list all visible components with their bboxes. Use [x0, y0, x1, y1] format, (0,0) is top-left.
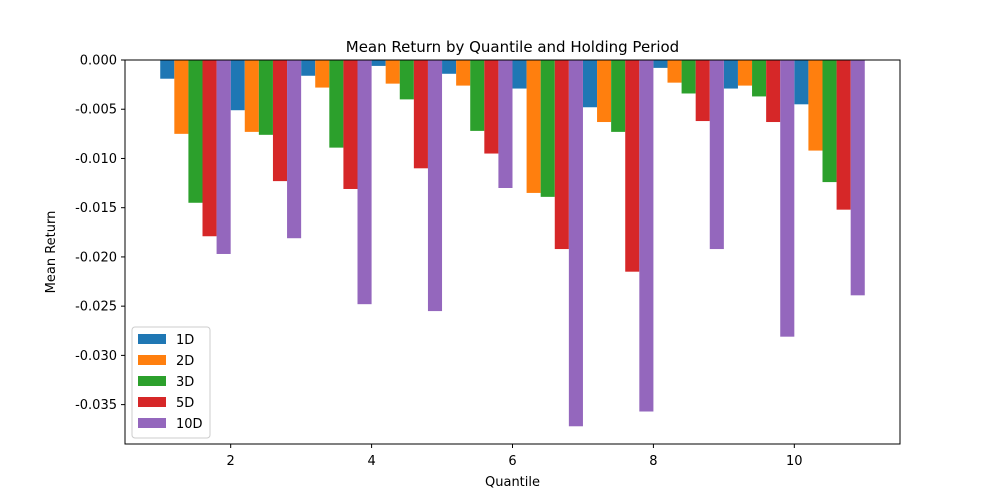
legend-label-3D: 3D	[176, 375, 194, 390]
x-tick-label: 8	[649, 454, 657, 469]
bar-2D-q5	[456, 60, 471, 86]
legend-swatch-3D	[138, 376, 166, 386]
bar-1D-q1	[160, 60, 175, 79]
bar-3D-q4	[399, 60, 414, 100]
bar-2D-q4	[385, 60, 400, 84]
legend: 1D 2D 3D 5D 10D	[131, 326, 211, 439]
legend-swatch-10D	[138, 418, 166, 428]
legend-label-5D: 5D	[176, 396, 194, 411]
bar-5D-q7	[625, 60, 640, 272]
bar-3D-q3	[329, 60, 344, 148]
y-tick-label: -0.010	[75, 152, 117, 167]
bar-2D-q2	[244, 60, 259, 132]
bar-10D-q7	[639, 60, 654, 412]
bar-3D-q10	[822, 60, 837, 183]
bar-1D-q7	[582, 60, 598, 108]
plot-frame	[124, 59, 901, 445]
legend-label-2D: 2D	[176, 354, 194, 369]
bar-10D-q1	[216, 60, 231, 254]
bar-1D-q4	[371, 60, 386, 66]
legend-swatch-2D	[138, 355, 166, 365]
bar-1D-q5	[442, 60, 457, 74]
bar-1D-q3	[301, 60, 316, 76]
x-tick-label: 2	[227, 454, 235, 469]
bar-2D-q1	[174, 60, 189, 134]
bar-10D-q3	[357, 60, 372, 305]
bar-3D-q9	[752, 60, 767, 97]
bar-5D-q10	[836, 60, 851, 210]
bar-10D-q5	[498, 60, 513, 188]
legend-box	[131, 326, 211, 439]
bar-10D-q6	[568, 60, 583, 427]
x-tick-label: 4	[367, 454, 375, 469]
y-tick-label: 0.000	[80, 54, 117, 69]
x-axis-label: Quantile	[485, 475, 540, 490]
bar-1D-q6	[512, 60, 527, 89]
bar-5D-q9	[766, 60, 781, 123]
bar-10D-q4	[427, 60, 443, 312]
x-axis: 2 4 6 8 10	[227, 444, 803, 469]
bar-3D-q8	[681, 60, 696, 94]
bar-1D-q2	[230, 60, 245, 111]
legend-label-10D: 10D	[176, 417, 203, 432]
bar-3D-q1	[188, 60, 203, 203]
legend-label-1D: 1D	[176, 333, 194, 348]
bar-1D-q10	[794, 60, 809, 105]
y-tick-label: -0.020	[75, 250, 117, 265]
bar-5D-q3	[343, 60, 358, 189]
chart-title: Mean Return by Quantile and Holding Peri…	[346, 38, 679, 56]
bar-3D-q5	[470, 60, 485, 131]
bar-3D-q7	[611, 60, 626, 132]
bar-1D-q9	[723, 60, 738, 89]
bar-10D-q2	[287, 60, 302, 239]
bar-2D-q3	[315, 60, 330, 88]
bar-2D-q9	[737, 60, 753, 86]
legend-swatch-5D	[138, 397, 166, 407]
bar-5D-q1	[202, 60, 217, 237]
y-tick-label: -0.015	[75, 201, 117, 216]
bar-10D-q9	[780, 60, 795, 337]
bar-1D-q8	[653, 60, 668, 68]
bar-2D-q10	[808, 60, 823, 151]
bar-2D-q6	[526, 60, 541, 193]
bar-5D-q8	[695, 60, 710, 122]
bars-group	[160, 60, 865, 427]
y-tick-label: -0.035	[75, 398, 117, 413]
bar-5D-q6	[554, 60, 569, 250]
y-axis-label: Mean Return	[44, 211, 59, 294]
y-tick-label: -0.025	[75, 300, 117, 315]
bar-2D-q8	[667, 60, 682, 83]
bar-10D-q10	[850, 60, 865, 296]
bar-3D-q6	[540, 60, 555, 197]
bar-10D-q8	[709, 60, 724, 250]
bar-5D-q5	[484, 60, 499, 154]
y-axis: 0.000 -0.005 -0.010 -0.015 -0.020 -0.025 -0.03…	[75, 54, 125, 413]
y-tick-label: -0.030	[75, 349, 117, 364]
bar-5D-q4	[413, 60, 428, 169]
bar-5D-q2	[272, 60, 288, 182]
legend-swatch-1D	[138, 334, 166, 344]
x-tick-label: 10	[786, 454, 803, 469]
bar-3D-q2	[258, 60, 273, 135]
x-tick-label: 6	[508, 454, 516, 469]
bar-2D-q7	[597, 60, 612, 123]
y-tick-label: -0.005	[75, 103, 117, 118]
